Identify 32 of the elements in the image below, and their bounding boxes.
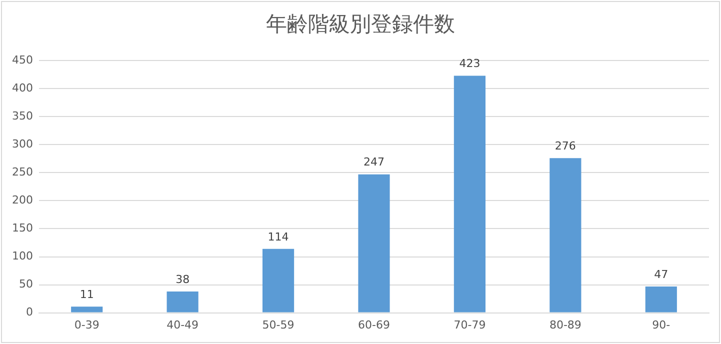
- bar: [454, 76, 486, 312]
- y-tick-label: 100: [12, 250, 33, 263]
- data-label: 247: [364, 156, 384, 169]
- bar: [71, 306, 103, 312]
- y-tick-label: 250: [12, 166, 33, 179]
- data-label: 47: [654, 268, 668, 281]
- data-label: 276: [554, 139, 576, 152]
- y-tick-label: 350: [12, 110, 33, 123]
- y-tick-label: 150: [12, 222, 33, 235]
- bar: [262, 248, 294, 312]
- bar: [166, 292, 198, 312]
- x-tick-label: 0-39: [74, 318, 100, 332]
- x-tick-label: 60-69: [358, 318, 390, 332]
- data-label: 11: [80, 288, 94, 301]
- bar: [358, 174, 390, 312]
- y-tick-label: 400: [12, 81, 33, 94]
- x-tick-label: 40-49: [166, 318, 199, 332]
- data-label: 114: [268, 230, 289, 244]
- data-label: 38: [176, 272, 190, 286]
- data-label: 423: [459, 57, 480, 70]
- chart-title: 年齢階級別登録件数: [265, 11, 456, 38]
- bar: [550, 158, 582, 312]
- bar: [645, 286, 677, 312]
- x-tick-label: 70-79: [454, 318, 486, 332]
- y-tick-label: 200: [12, 194, 33, 207]
- y-tick-label: 450: [12, 53, 33, 66]
- x-tick-label: 80-89: [549, 318, 582, 332]
- y-tick-label: 300: [12, 138, 33, 151]
- y-tick-label: 0: [26, 306, 33, 319]
- x-tick-label: 50-59: [262, 318, 294, 332]
- y-tick-label: 50: [18, 278, 33, 291]
- x-tick-label: 90-: [652, 318, 670, 332]
